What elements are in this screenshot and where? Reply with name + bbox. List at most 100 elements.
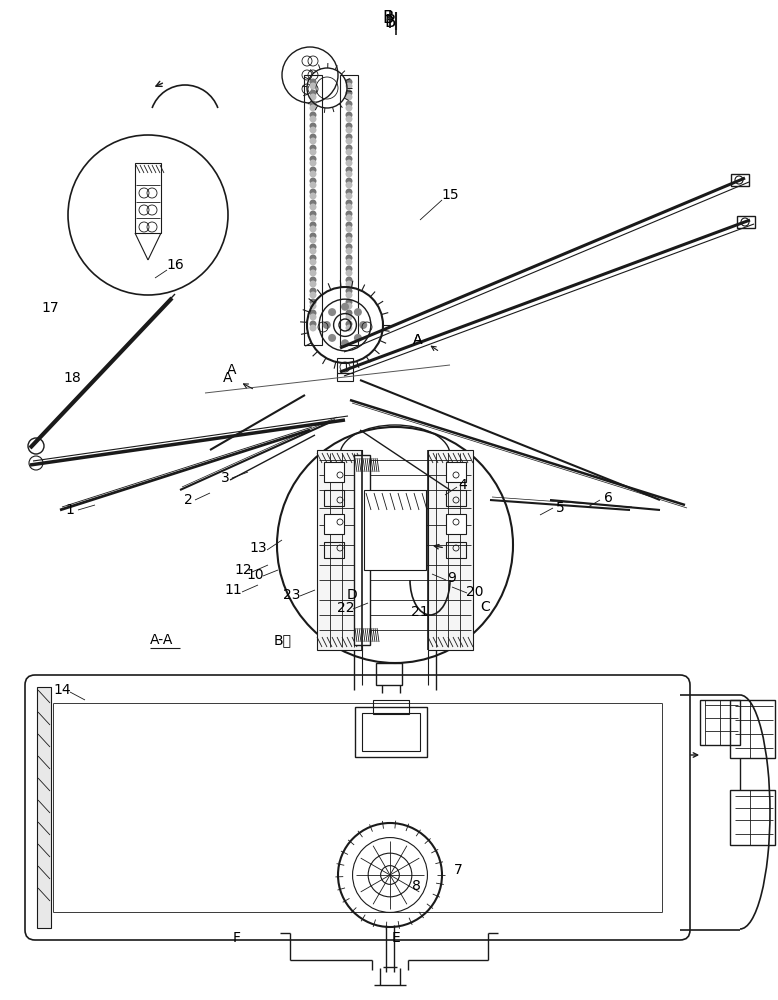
Text: 21: 21 (412, 605, 429, 619)
Circle shape (310, 188, 317, 196)
Text: 7: 7 (454, 863, 462, 877)
Text: 1: 1 (65, 503, 75, 517)
Circle shape (310, 122, 317, 129)
Circle shape (345, 247, 352, 254)
Text: 17: 17 (41, 301, 59, 315)
Bar (428, 450, 473, 650)
Circle shape (310, 101, 317, 107)
Circle shape (345, 83, 352, 90)
Text: 6: 6 (604, 491, 612, 505)
Text: 18: 18 (63, 371, 81, 385)
Circle shape (310, 148, 317, 155)
Text: 23: 23 (283, 588, 301, 602)
Text: 3: 3 (221, 471, 230, 485)
Text: B向: B向 (274, 633, 292, 647)
Circle shape (310, 258, 317, 265)
Circle shape (310, 276, 317, 284)
Circle shape (310, 115, 317, 122)
Circle shape (345, 222, 352, 229)
Bar (304, 75, 322, 345)
Circle shape (310, 215, 317, 222)
Circle shape (345, 192, 352, 200)
Bar (317, 450, 362, 650)
Bar (446, 514, 466, 534)
Circle shape (310, 90, 317, 97)
Circle shape (310, 83, 317, 90)
Circle shape (310, 170, 317, 178)
Circle shape (345, 178, 352, 184)
Circle shape (345, 204, 352, 211)
Circle shape (328, 334, 336, 342)
Circle shape (310, 133, 317, 140)
Circle shape (345, 324, 352, 332)
Circle shape (345, 111, 352, 118)
Circle shape (345, 126, 352, 133)
Bar (731, 174, 749, 186)
Text: 20: 20 (466, 585, 484, 599)
Circle shape (345, 254, 352, 261)
Circle shape (345, 288, 352, 294)
Text: 13: 13 (249, 541, 267, 555)
Circle shape (310, 111, 317, 118)
Circle shape (310, 269, 317, 276)
Bar (354, 455, 370, 645)
Bar (324, 514, 344, 534)
Circle shape (345, 269, 352, 276)
Text: 14: 14 (53, 683, 71, 697)
Circle shape (345, 320, 352, 328)
Circle shape (345, 302, 352, 310)
Circle shape (345, 243, 352, 250)
Circle shape (345, 280, 352, 288)
Circle shape (310, 247, 317, 254)
Text: 15: 15 (441, 188, 459, 202)
Bar (700, 700, 740, 745)
Circle shape (310, 211, 317, 218)
Circle shape (310, 243, 317, 250)
Circle shape (345, 188, 352, 196)
Circle shape (345, 133, 352, 140)
Bar (364, 490, 426, 570)
Circle shape (341, 339, 349, 347)
Circle shape (345, 159, 352, 166)
Circle shape (323, 321, 331, 329)
Circle shape (310, 226, 317, 232)
Bar (446, 490, 466, 506)
Text: 2: 2 (184, 493, 192, 507)
Circle shape (345, 182, 352, 188)
Circle shape (345, 144, 352, 151)
Text: A: A (413, 333, 422, 347)
Text: 8: 8 (412, 879, 420, 893)
Circle shape (345, 90, 352, 97)
Circle shape (310, 144, 317, 151)
Circle shape (310, 236, 317, 243)
Bar (446, 462, 466, 482)
Circle shape (310, 182, 317, 188)
Circle shape (310, 292, 317, 298)
Circle shape (310, 192, 317, 200)
Text: 22: 22 (337, 601, 355, 615)
Circle shape (345, 155, 352, 162)
Circle shape (345, 200, 352, 207)
Circle shape (310, 94, 317, 101)
Bar (340, 75, 358, 345)
Bar (337, 373, 353, 381)
Text: A: A (227, 363, 237, 377)
Circle shape (345, 211, 352, 218)
Circle shape (310, 314, 317, 320)
Circle shape (354, 308, 362, 316)
Text: E: E (391, 931, 401, 945)
Circle shape (345, 94, 352, 101)
Circle shape (310, 298, 317, 306)
Circle shape (345, 298, 352, 306)
Circle shape (310, 159, 317, 166)
Circle shape (345, 122, 352, 129)
Circle shape (345, 314, 352, 320)
Circle shape (354, 334, 362, 342)
Text: B: B (382, 9, 394, 27)
Text: 12: 12 (234, 563, 252, 577)
Bar (324, 542, 344, 558)
Circle shape (345, 310, 352, 316)
Text: A-A: A-A (150, 633, 173, 647)
Bar (37, 687, 51, 928)
Circle shape (310, 126, 317, 133)
